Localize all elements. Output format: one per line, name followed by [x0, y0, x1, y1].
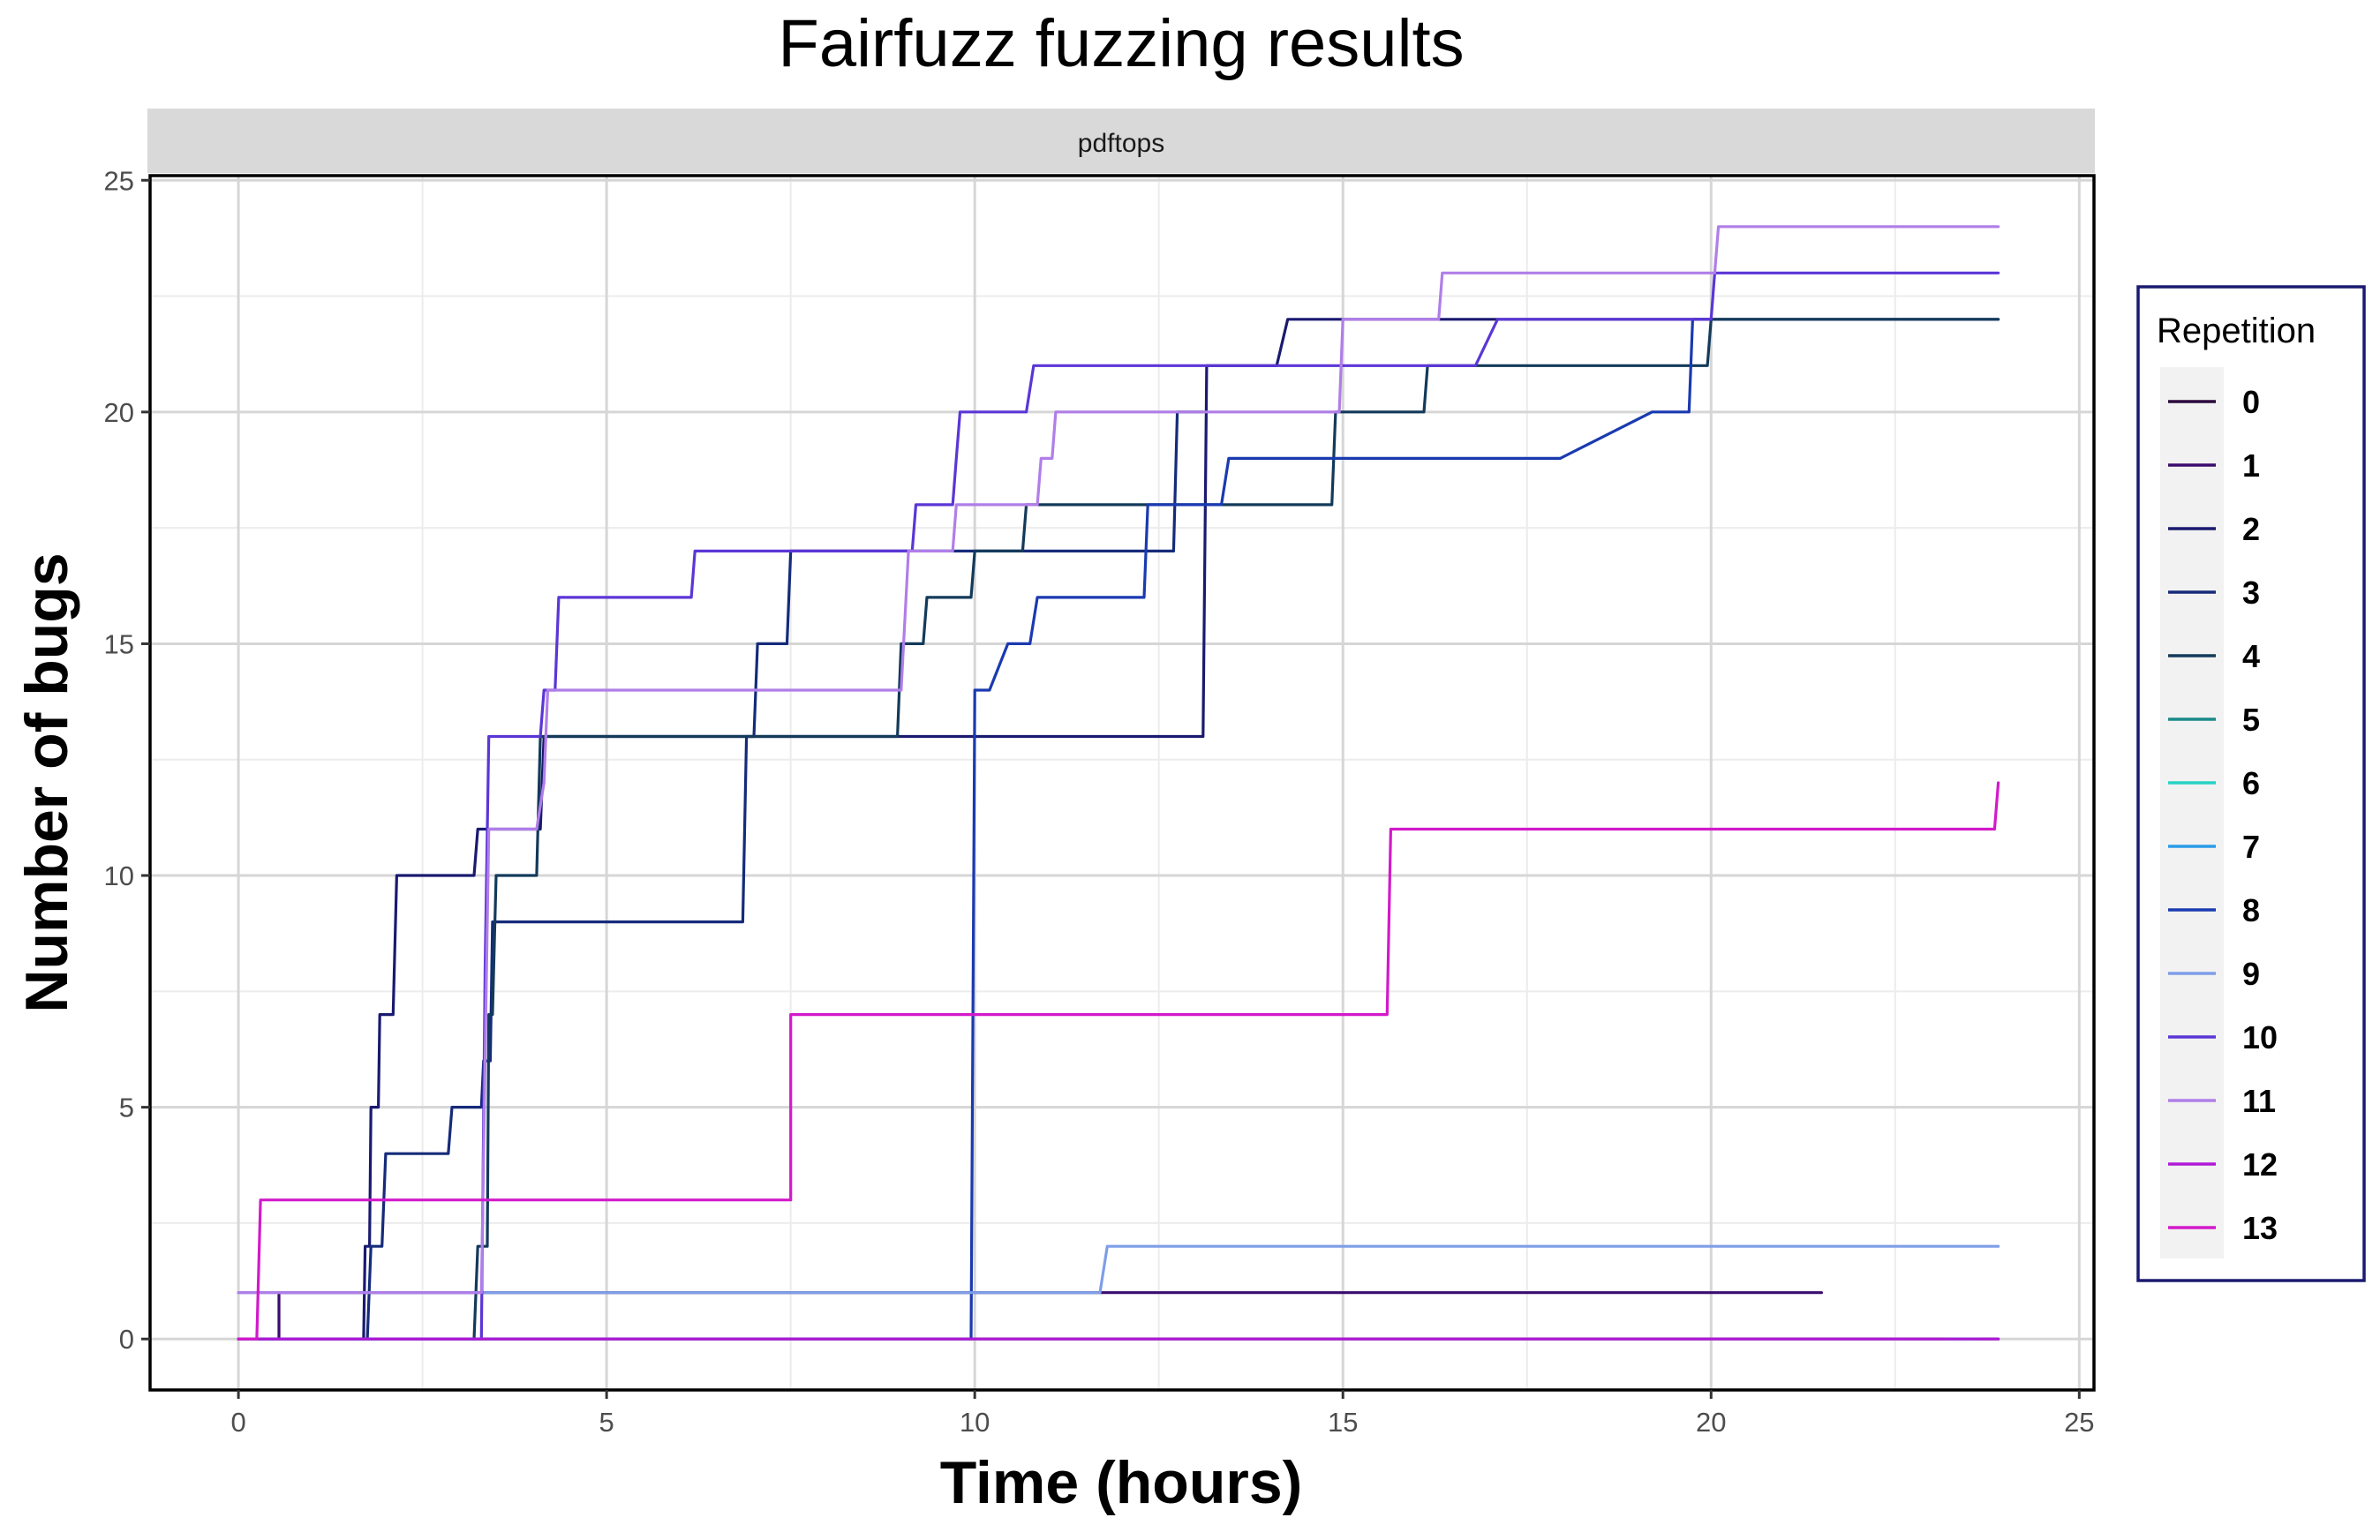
series-line-9 [237, 1244, 2000, 1295]
series-lines [237, 225, 2000, 1341]
chart-title: Fairfuzz fuzzing results [778, 6, 1464, 81]
facet-label: pdftops [1078, 129, 1164, 158]
legend-label-13: 13 [2242, 1210, 2278, 1246]
x-tick-label: 15 [1328, 1407, 1358, 1438]
series-line-3 [237, 410, 1205, 1341]
legend-label-1: 1 [2242, 447, 2260, 484]
y-axis-label: Number of bugs [13, 552, 80, 1012]
axes: 0 5 10 15 20 25 0 5 10 15 20 25 [104, 165, 2095, 1438]
legend-label-11: 11 [2242, 1083, 2276, 1119]
x-axis-label: Time (hours) [940, 1449, 1303, 1516]
legend-title: Repetition [2157, 312, 2316, 350]
panel-border [148, 174, 2096, 1392]
facet-strip [147, 109, 2095, 173]
legend-label-7: 7 [2242, 829, 2260, 865]
grid-lines [150, 176, 2094, 1390]
legend-key-background [2160, 367, 2224, 1258]
plot-panel [150, 176, 2094, 1390]
y-tick-label: 15 [104, 628, 134, 659]
x-tick-label: 5 [599, 1407, 614, 1438]
legend-label-6: 6 [2242, 765, 2260, 801]
y-tick-label: 10 [104, 860, 134, 891]
legend-label-12: 12 [2242, 1146, 2278, 1183]
series-line-13 [237, 781, 2000, 1341]
legend-label-8: 8 [2242, 892, 2260, 928]
y-tick-label: 25 [104, 165, 134, 196]
y-tick-label: 20 [104, 397, 134, 428]
x-tick-label: 10 [960, 1407, 990, 1438]
legend-label-9: 9 [2242, 956, 2260, 992]
series-line-10 [237, 271, 2000, 1341]
legend-label-2: 2 [2242, 511, 2260, 547]
x-tick-label: 25 [2064, 1407, 2094, 1438]
series-line-4 [237, 318, 2000, 1341]
legend-label-5: 5 [2242, 702, 2260, 738]
x-tick-label: 0 [230, 1407, 245, 1438]
y-tick-label: 0 [119, 1324, 134, 1355]
legend-label-3: 3 [2242, 575, 2260, 611]
y-tick-label: 5 [119, 1093, 134, 1123]
legend-label-4: 4 [2242, 638, 2260, 674]
legend-label-0: 0 [2242, 384, 2260, 420]
legend-label-10: 10 [2242, 1019, 2278, 1055]
x-tick-label: 20 [1696, 1407, 1726, 1438]
series-line-11 [237, 225, 2000, 1295]
